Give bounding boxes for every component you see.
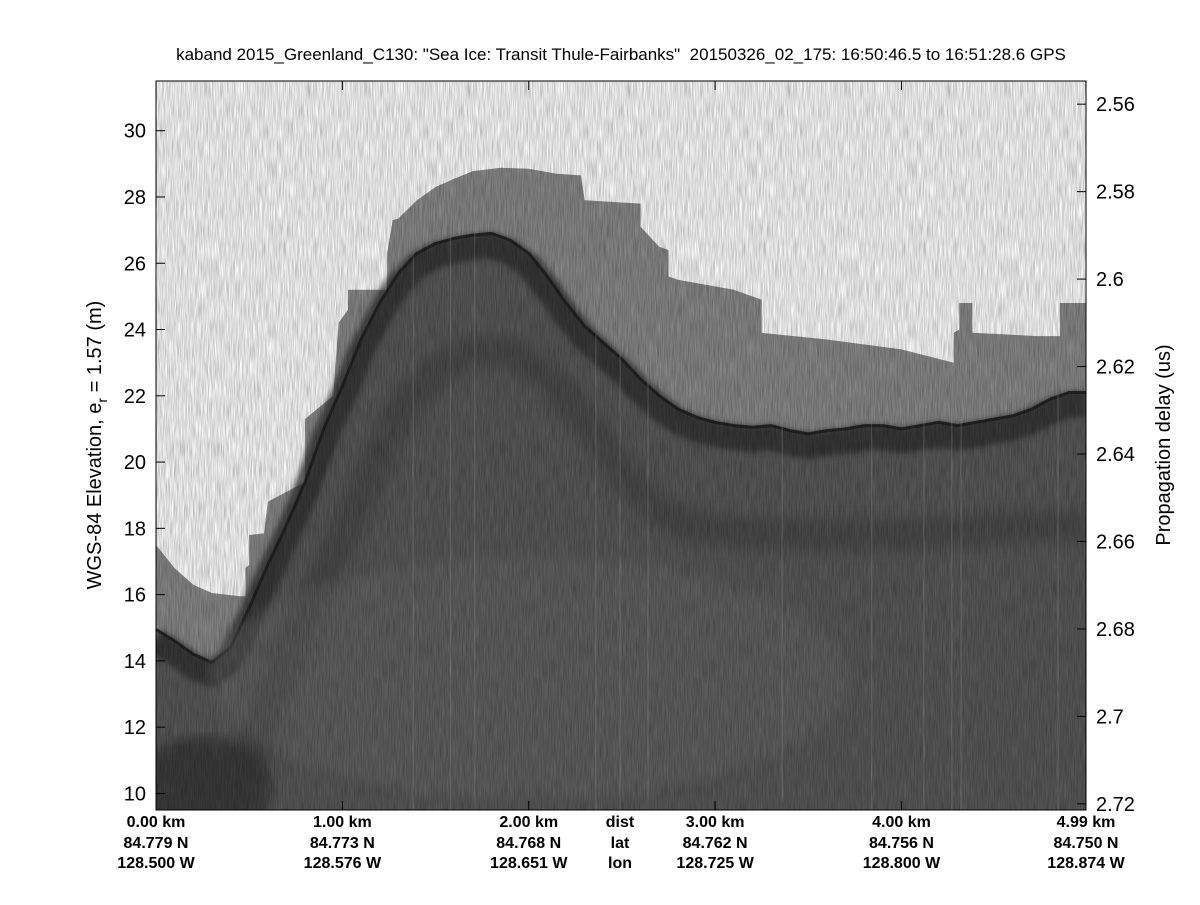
x-tick-label-lon-5: 128.874 W xyxy=(1047,855,1125,872)
y-tick-label-16: 16 xyxy=(124,585,146,607)
x-tick-label-dist-0: 0.00 km xyxy=(127,814,186,831)
x-tick-label-dist-2: 2.00 km xyxy=(499,814,558,831)
y2-tick-label-2.6: 2.6 xyxy=(1096,269,1124,291)
x-row-label-lon: lon xyxy=(608,855,632,872)
y2-tick-label-2.64: 2.64 xyxy=(1096,444,1135,466)
x-row-label-lat: lat xyxy=(611,835,630,852)
y-tick-label-20: 20 xyxy=(124,452,146,474)
y2-tick-label-2.72: 2.72 xyxy=(1096,794,1135,816)
y2-tick-label-2.68: 2.68 xyxy=(1096,619,1135,641)
x-tick-label-lon-1: 128.576 W xyxy=(304,855,382,872)
x-tick-label-lat-3: 84.762 N xyxy=(683,835,748,852)
x-tick-label-lat-5: 84.750 N xyxy=(1054,835,1119,852)
y-axis-label-subscript: r xyxy=(94,398,110,403)
y2-tick-label-2.56: 2.56 xyxy=(1096,94,1135,116)
x-tick-label-lat-1: 84.773 N xyxy=(310,835,375,852)
x-tick-label-lon-4: 128.800 W xyxy=(863,855,941,872)
x-tick-label-dist-4: 4.00 km xyxy=(872,814,931,831)
y-axis-label-suffix: = 1.57 (m) xyxy=(84,301,106,398)
x-tick-label-lat-4: 84.756 N xyxy=(869,835,934,852)
y-tick-label-14: 14 xyxy=(124,651,146,673)
y2-tick-label-2.58: 2.58 xyxy=(1096,182,1135,204)
y-tick-label-10: 10 xyxy=(124,783,146,805)
y-tick-label-26: 26 xyxy=(124,253,146,275)
y-tick-label-24: 24 xyxy=(124,320,146,342)
y2-tick-label-2.62: 2.62 xyxy=(1096,357,1135,379)
y-axis-left: 10 12 14 16 18 20 22 24 26 28 30 xyxy=(124,121,165,805)
speckle-texture xyxy=(156,81,1086,810)
x-tick-label-dist-3: 3.00 km xyxy=(686,814,745,831)
y-tick-label-18: 18 xyxy=(124,518,146,540)
x-tick-label-lat-0: 84.779 N xyxy=(124,835,189,852)
y2-tick-label-2.66: 2.66 xyxy=(1096,531,1135,553)
y2-axis-label: Propagation delay (us) xyxy=(1153,344,1175,545)
x-tick-label-lon-2: 128.651 W xyxy=(490,855,568,872)
y2-tick-label-2.7: 2.7 xyxy=(1096,706,1124,728)
x-tick-label-lon-3: 128.725 W xyxy=(676,855,754,872)
y-tick-label-28: 28 xyxy=(124,187,146,209)
y-axis-right: 2.56 2.58 2.6 2.62 2.64 2.66 2.68 2.7 2.72 xyxy=(1077,94,1135,816)
y-tick-label-30: 30 xyxy=(124,121,146,143)
plot-area xyxy=(156,81,1086,810)
x-axis: 0.00 km 84.779 N 128.500 W 1.00 km 84.773 N 1… xyxy=(117,81,1126,872)
x-tick-label-dist-5: 4.99 km xyxy=(1057,814,1116,831)
x-row-label-dist: dist xyxy=(606,814,635,831)
y-tick-label-12: 12 xyxy=(124,717,146,739)
x-tick-label-lon-0: 128.500 W xyxy=(117,855,195,872)
y-tick-label-22: 22 xyxy=(124,386,146,408)
y-axis-label-main: WGS-84 Elevation, e xyxy=(84,403,106,590)
y-axis-label: WGS-84 Elevation, er = 1.57 (m) xyxy=(84,301,110,590)
x-tick-label-dist-1: 1.00 km xyxy=(313,814,372,831)
x-tick-label-lat-2: 84.768 N xyxy=(496,835,561,852)
plot-frame xyxy=(155,80,1087,811)
chart-title: kaband 2015_Greenland_C130: "Sea Ice: Tr… xyxy=(176,45,1066,64)
